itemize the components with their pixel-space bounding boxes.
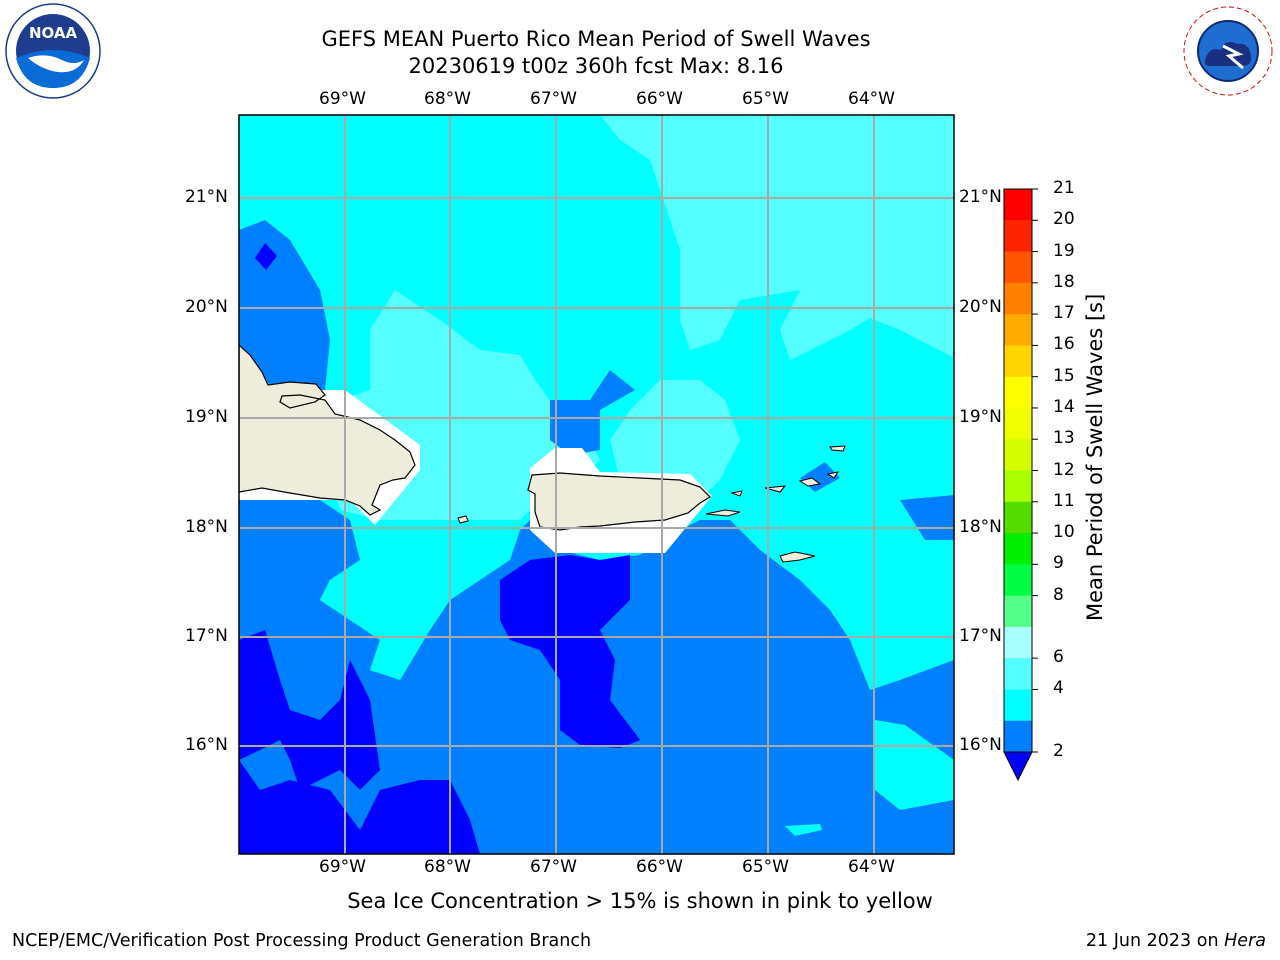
colorbar-segment <box>1004 439 1032 471</box>
colorbar-tick-label: 8 <box>1053 584 1064 605</box>
colorbar-segment <box>1004 564 1032 597</box>
lon-tick-bottom: 66°W <box>636 857 683 877</box>
lon-tick-bottom: 65°W <box>742 857 789 877</box>
contour-4-6 <box>895 568 954 595</box>
colorbar-segment <box>1004 314 1032 346</box>
colorbar-tick-label: 2 <box>1053 741 1064 761</box>
colorbar-tick-label: 6 <box>1053 647 1064 668</box>
nws-logo-icon <box>1182 5 1274 97</box>
lon-tick-top: 65°W <box>742 89 789 109</box>
land-island <box>798 477 822 487</box>
lon-tick-top: 64°W <box>848 89 895 109</box>
lat-tick-left: 19°N <box>185 407 228 427</box>
lat-tick-right: 21°N <box>959 187 1002 207</box>
land-puerto-rico <box>527 472 711 531</box>
lon-tick-top: 66°W <box>636 89 683 109</box>
land-anegada <box>829 445 846 452</box>
contour-4-6 <box>320 560 440 680</box>
noaa-logo-text: NOAA <box>29 24 78 42</box>
colorbar-segment <box>1004 282 1032 315</box>
lat-tick-right: 16°N <box>959 735 1002 755</box>
colorbar-extend-arrow <box>1003 751 1033 782</box>
contour-6-8 <box>600 115 954 360</box>
colorbar-segment <box>1004 251 1032 284</box>
colorbar-tick-label: 9 <box>1053 553 1064 574</box>
land-island <box>457 515 469 524</box>
lat-tick-right: 19°N <box>959 407 1002 427</box>
colorbar-segment <box>1004 658 1032 690</box>
graticule <box>239 115 954 854</box>
colorbar-tick-label: 21 <box>1053 178 1075 198</box>
contour-2-4 <box>550 370 635 455</box>
footer-credit: NCEP/EMC/Verification Post Processing Pr… <box>12 931 592 951</box>
colorbar-segment <box>1004 220 1032 253</box>
contour-below-2 <box>255 243 277 270</box>
footer-machine: Hera <box>1224 931 1266 951</box>
lon-tick-bottom: 67°W <box>530 857 577 877</box>
contour-below-2 <box>239 760 480 854</box>
land-st-croix <box>779 551 816 563</box>
land-island <box>764 485 787 493</box>
map-frame <box>238 114 955 855</box>
colorbar-segment <box>1004 501 1032 534</box>
chart-title: GEFS MEAN Puerto Rico Mean Period of Swe… <box>321 27 871 51</box>
lat-tick-left: 18°N <box>185 517 228 537</box>
footer-date: 21 Jun 2023 on Hera <box>1086 931 1266 951</box>
contour-4-6 <box>785 824 822 836</box>
colorbar-tick-label: 14 <box>1053 396 1075 417</box>
colorbar-segment <box>1004 345 1032 378</box>
lat-tick-right: 20°N <box>959 297 1002 317</box>
colorbar-tick-label: 15 <box>1053 365 1075 386</box>
contour-below-2 <box>500 555 640 748</box>
colorbar-tick-label: 19 <box>1053 240 1075 261</box>
colorbar-tick-label: 12 <box>1053 459 1075 480</box>
colorbar-tick-label: 20 <box>1053 209 1075 230</box>
lon-tick-bottom: 69°W <box>319 857 366 877</box>
colorbar-tick-label: 16 <box>1053 334 1075 355</box>
colorbar-tick-label: 18 <box>1053 271 1075 292</box>
contour-4-6 <box>875 720 954 810</box>
colorbar-segment <box>1004 595 1032 628</box>
lat-tick-right: 17°N <box>959 626 1002 646</box>
lat-tick-left: 21°N <box>185 187 228 207</box>
colorbar-segment <box>1004 720 1032 753</box>
colorbar-segment <box>1004 189 1032 221</box>
colorbar-segment <box>1004 470 1032 503</box>
lat-tick-left: 16°N <box>185 735 228 755</box>
colorbar-tick-label: 4 <box>1053 678 1064 699</box>
land-island <box>826 471 840 479</box>
colorbar-tick-label: 10 <box>1053 522 1075 543</box>
noaa-logo-icon: NOAA <box>5 3 101 99</box>
lon-tick-bottom: 68°W <box>424 857 471 877</box>
colorbar-tick-label: 13 <box>1053 428 1075 449</box>
colorbar <box>1003 188 1038 782</box>
lat-tick-right: 18°N <box>959 517 1002 537</box>
colorbar-segment <box>1004 533 1032 565</box>
lon-tick-top: 67°W <box>530 89 577 109</box>
colorbar-segment <box>1004 689 1032 722</box>
colorbar-tick-label: 17 <box>1053 303 1075 324</box>
land-vieques <box>705 509 741 517</box>
colorbar-segment <box>1004 407 1032 440</box>
colorbar-tick-label: 11 <box>1053 490 1075 511</box>
sea-ice-caption: Sea Ice Concentration > 15% is shown in … <box>347 889 933 913</box>
contour-field <box>239 115 954 854</box>
colorbar-label: Mean Period of Swell Waves [s] <box>1083 293 1107 621</box>
lat-tick-left: 17°N <box>185 626 228 646</box>
lon-tick-top: 69°W <box>319 89 366 109</box>
lon-tick-top: 68°W <box>424 89 471 109</box>
chart-subtitle: 20230619 t00z 360h fcst Max: 8.16 <box>408 54 784 78</box>
lon-tick-bottom: 64°W <box>848 857 895 877</box>
land-island <box>730 490 743 497</box>
colorbar-segment <box>1004 626 1032 659</box>
lat-tick-left: 20°N <box>185 297 228 317</box>
colorbar-segment <box>1004 376 1032 409</box>
footer-date-text: 21 Jun 2023 on <box>1085 931 1219 951</box>
land-hispaniola <box>239 344 416 516</box>
